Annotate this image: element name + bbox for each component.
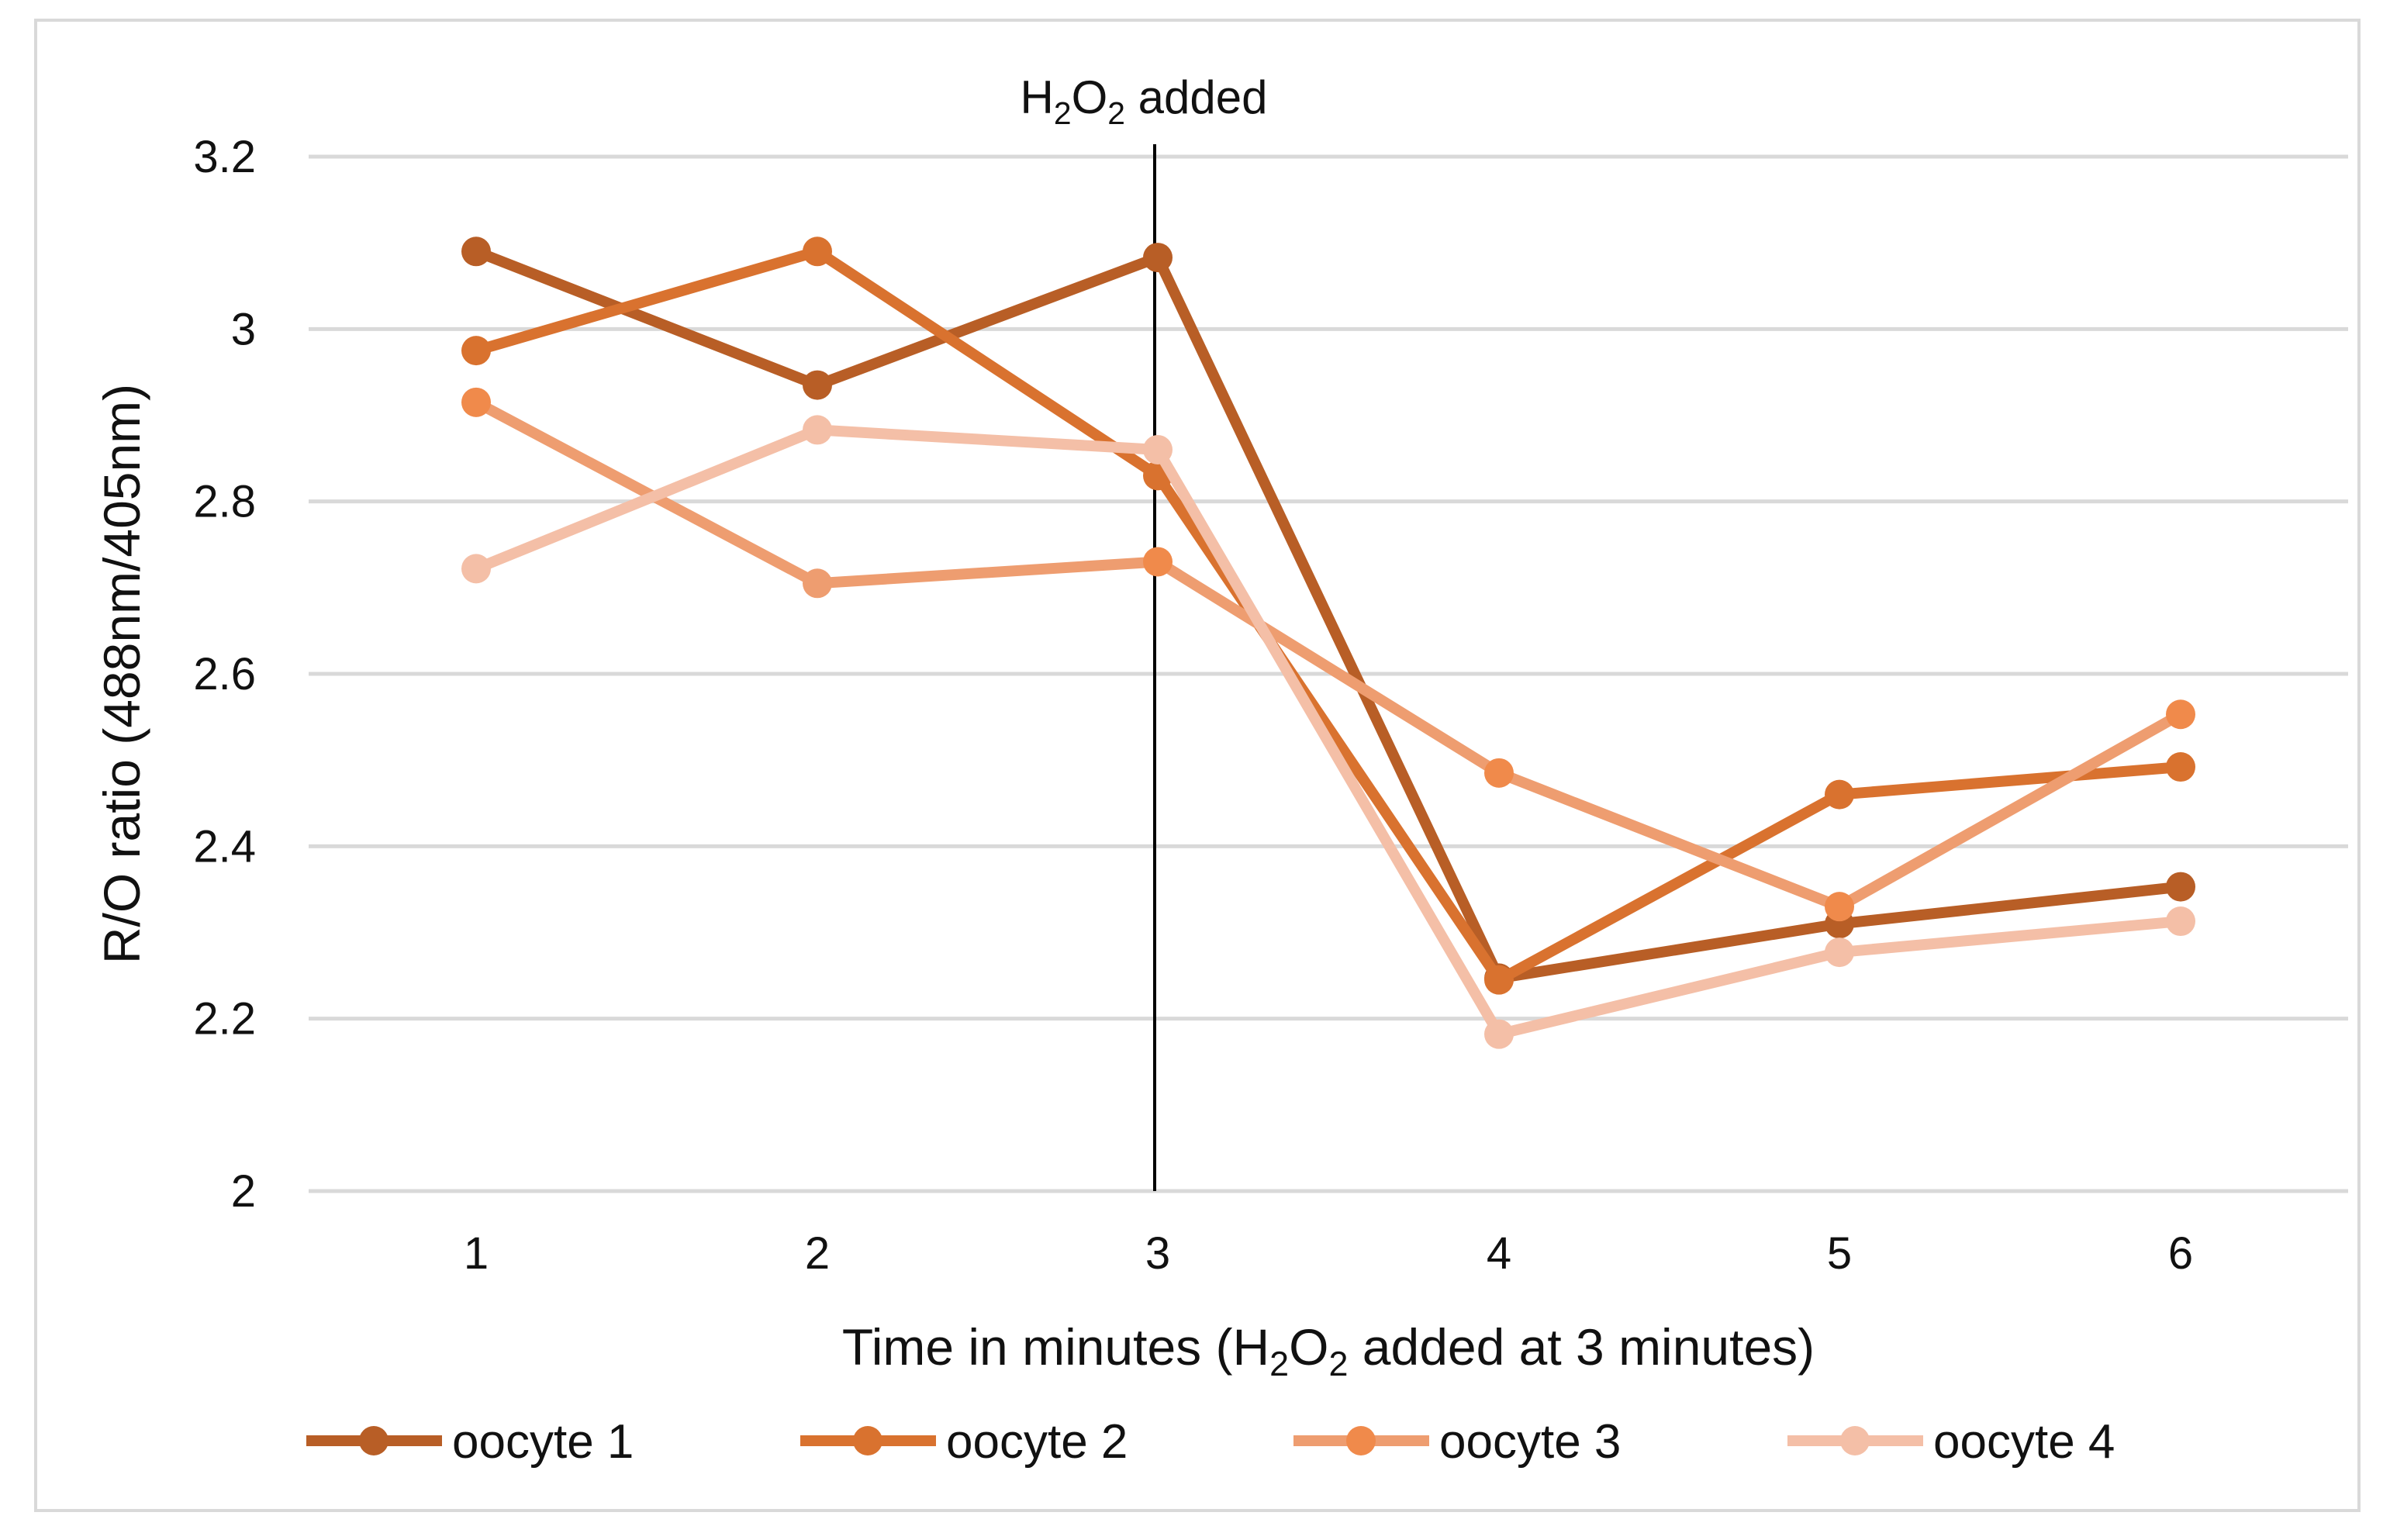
x-tick-label: 3 — [1145, 1228, 1170, 1279]
data-point — [1825, 892, 1854, 922]
series-group — [461, 237, 2195, 1049]
axis-titles: Time in minutes (H2O2 added at 3 minutes… — [93, 384, 1815, 1383]
legend-label: oocyte 3 — [1439, 1415, 1621, 1469]
legend-label: oocyte 2 — [946, 1415, 1128, 1469]
annotation-label: H2O2 added — [1021, 71, 1268, 131]
data-point — [1484, 1019, 1514, 1049]
data-point — [461, 387, 491, 417]
data-point — [1484, 965, 1514, 995]
legend-swatch-marker — [1840, 1426, 1870, 1455]
y-axis-ticks: 2 2.2 2.4 2.6 2.8 3 3.2 — [193, 132, 256, 1217]
subscript: 2 — [1269, 1344, 1289, 1383]
x-axis-ticks: 1 2 3 4 5 6 — [464, 1228, 2193, 1279]
chart-frame — [34, 19, 2361, 1512]
legend-swatch-marker — [1346, 1426, 1376, 1455]
series-oocyte-3 — [461, 387, 2195, 922]
y-axis-title: R/O ratio (488nm/405nm) — [93, 384, 150, 964]
data-point — [1143, 243, 1173, 273]
series-line — [471, 396, 2186, 913]
text-part: added — [1125, 71, 1268, 123]
data-point — [803, 237, 832, 267]
y-tick-label: 2 — [231, 1166, 256, 1217]
legend-item: oocyte 2 — [800, 1415, 1128, 1469]
data-point — [2166, 872, 2195, 902]
series-oocyte-1 — [461, 237, 2195, 993]
legend-swatch-marker — [853, 1426, 882, 1455]
x-tick-label: 2 — [805, 1228, 830, 1279]
data-point — [803, 415, 832, 445]
data-point — [1825, 779, 1854, 810]
text-part: added at 3 minutes) — [1348, 1318, 1815, 1376]
series-oocyte-4 — [461, 415, 2195, 1049]
y-tick-label: 2.8 — [193, 477, 256, 527]
subscript: 2 — [1328, 1344, 1348, 1383]
series-line — [471, 246, 2186, 984]
data-point — [2166, 906, 2195, 937]
data-point — [1143, 434, 1173, 464]
y-tick-label: 3 — [231, 304, 256, 354]
subscript: 2 — [1107, 95, 1125, 131]
data-point — [1143, 547, 1173, 577]
x-tick-label: 6 — [2168, 1228, 2193, 1279]
y-tick-label: 2.6 — [193, 649, 256, 699]
data-point — [1484, 758, 1514, 788]
y-tick-label: 2.2 — [193, 994, 256, 1045]
legend-label: oocyte 1 — [452, 1415, 634, 1469]
series-line — [471, 246, 2186, 986]
text-part: Time in minutes (H — [842, 1318, 1269, 1376]
data-point — [461, 336, 491, 366]
data-point — [803, 370, 832, 400]
data-point — [2166, 699, 2195, 730]
y-tick-label: 2.4 — [193, 821, 256, 872]
data-point — [1825, 937, 1854, 968]
legend-item: oocyte 4 — [1787, 1415, 2115, 1469]
y-tick-label: 3.2 — [193, 132, 256, 182]
x-tick-label: 4 — [1487, 1228, 1511, 1279]
text-part: H — [1021, 71, 1054, 123]
data-point — [803, 568, 832, 599]
text-part: O — [1072, 71, 1108, 123]
legend-item: oocyte 3 — [1293, 1415, 1621, 1469]
legend-item: oocyte 1 — [306, 1415, 634, 1469]
data-point — [461, 554, 491, 584]
x-axis-title: Time in minutes (H2O2 added at 3 minutes… — [842, 1318, 1815, 1383]
x-tick-label: 5 — [1827, 1228, 1852, 1279]
x-tick-label: 1 — [464, 1228, 489, 1279]
subscript: 2 — [1054, 95, 1072, 131]
series-oocyte-2 — [461, 237, 2195, 995]
legend-swatch-marker — [359, 1426, 389, 1455]
annotation: H2O2 added — [1021, 71, 1268, 1191]
data-point — [461, 237, 491, 267]
text-part: O — [1289, 1318, 1328, 1376]
legend-label: oocyte 4 — [1933, 1415, 2115, 1469]
legend: oocyte 1 oocyte 2 oocyte 3 oocyte 4 — [306, 1415, 2115, 1469]
series-line — [471, 424, 2186, 1040]
data-point — [2166, 752, 2195, 782]
